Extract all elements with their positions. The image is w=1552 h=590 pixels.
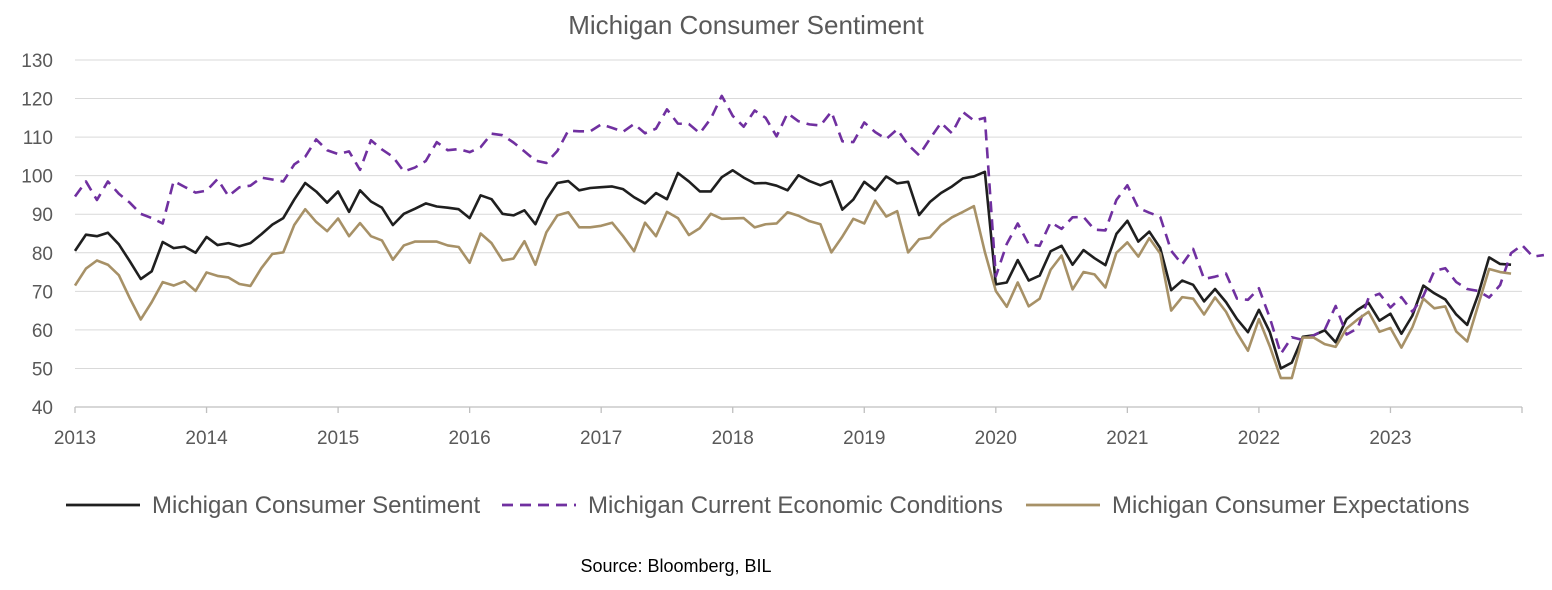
y-tick-label: 40 [32, 398, 53, 419]
chart-title: Michigan Consumer Sentiment [568, 10, 924, 40]
series-lines [73, 94, 1545, 380]
legend-label-2: Michigan Current Economic Conditions [588, 492, 1003, 519]
x-tick-label: 2018 [712, 428, 754, 449]
x-tick-label: 2017 [580, 428, 622, 449]
legend-label-1: Michigan Consumer Sentiment [152, 492, 480, 519]
x-tick-label: 2016 [448, 428, 490, 449]
x-tick-label: 2023 [1369, 428, 1411, 449]
x-tick-label: 2013 [54, 428, 96, 449]
gridlines [75, 59, 1522, 369]
source-note: Source: Bloomberg, BIL [580, 556, 771, 576]
x-tick-label: 2015 [317, 428, 359, 449]
y-tick-label: 130 [21, 51, 53, 72]
y-tick-label: 120 [21, 90, 53, 111]
x-tick-label: 2014 [185, 428, 228, 449]
y-tick-label: 100 [21, 167, 53, 188]
series-line-2 [73, 94, 1545, 356]
series-line-1 [73, 168, 1512, 370]
axes: 40 50 60 70 80 90 100 110 120 130 2013 2014 2015 2016… [21, 51, 1523, 449]
x-tick-label: 2020 [975, 428, 1017, 449]
y-tick-label: 70 [32, 282, 53, 303]
y-tick-label: 90 [32, 205, 53, 226]
x-tick-label: 2022 [1238, 428, 1280, 449]
series-line-3 [73, 199, 1512, 380]
y-tick-label: 50 [32, 359, 53, 380]
legend-label-3: Michigan Consumer Expectations [1112, 492, 1470, 519]
x-tick-label: 2019 [843, 428, 885, 449]
y-tick-label: 110 [23, 128, 53, 149]
y-tick-label: 80 [32, 244, 53, 265]
y-tick-label: 60 [32, 321, 53, 342]
x-tick-label: 2021 [1106, 428, 1148, 449]
legend: Michigan Consumer Sentiment Michigan Curr… [66, 492, 1470, 519]
